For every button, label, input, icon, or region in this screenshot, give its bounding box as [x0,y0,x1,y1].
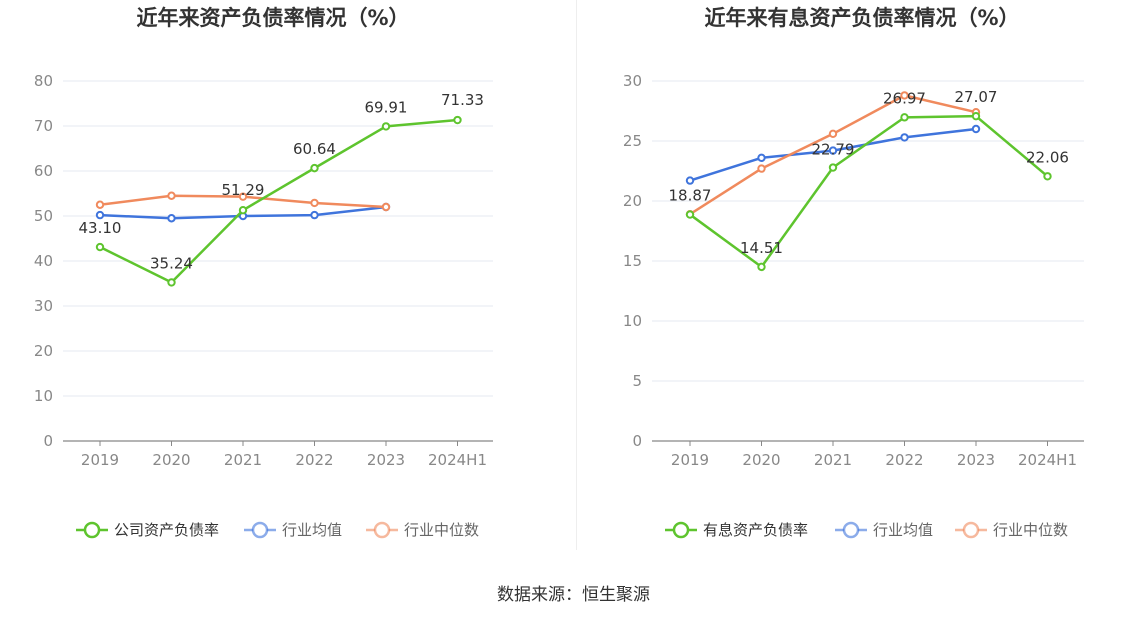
data-point [238,192,248,201]
data-point [971,111,981,121]
data-point [167,278,176,287]
legend-marker [373,521,391,539]
legend-marker [842,521,860,539]
data-point [757,164,766,173]
data-point [238,205,248,215]
data-point [971,124,981,134]
data-label: 22.79 [812,141,855,159]
data-point [828,129,838,139]
data-point [95,210,105,220]
legend-item[interactable]: 行业中位数 [955,521,1068,539]
left-chart-panel: 近年来资产负债率情况（%） 0 10 20 30 40 50 60 70 80 2019 2020 20… [0,0,576,560]
data-point [900,133,909,142]
legend-label: 公司资产负债率 [114,521,219,539]
y-tick-label: 0 [43,432,53,450]
legend-marker [962,521,980,539]
legend-label: 有息资产负债率 [703,521,808,539]
y-tick-label: 80 [34,72,53,90]
x-tick-label: 2020 [152,451,190,469]
data-label: 18.87 [669,187,712,205]
series-line [99,118,458,284]
y-tick-label: 50 [34,207,53,225]
x-tick-label: 2024H1 [1018,451,1077,469]
legend-item[interactable]: 行业均值 [244,521,342,539]
legend-label: 行业均值 [282,521,342,539]
y-tick-label: 40 [34,252,53,270]
data-point [757,153,766,163]
interest-bearing-debt-ratio-chart: 近年来有息资产负债率情况（%） 0 5 10 15 20 25 30 2019 2020 2021 2… [623,6,1084,539]
data-point [381,122,391,131]
data-label: 22.06 [1026,148,1069,166]
data-point [685,210,695,219]
chart-title: 近年来有息资产负债率情况（%） [704,6,1019,30]
data-point [900,113,909,122]
data-label: 14.51 [740,239,783,257]
legend-item[interactable]: 行业均值 [835,521,933,539]
y-tick-label: 60 [34,162,53,180]
debt-ratio-chart: 近年来资产负债率情况（%） 0 10 20 30 40 50 60 70 80 2019 2020 20… [34,6,493,539]
data-label: 71.33 [441,91,484,109]
legend-label: 行业中位数 [404,521,479,539]
x-tick-label: 2023 [957,451,995,469]
y-tick-label: 20 [34,342,53,360]
right-chart-panel: 近年来有息资产负债率情况（%） 0 5 10 15 20 25 30 2019 2020 2021 2… [577,0,1147,560]
y-tick-label: 15 [623,252,642,270]
x-tick-label: 2019 [671,451,709,469]
data-label: 60.64 [293,140,336,158]
legend-marker [83,521,101,539]
data-point [95,242,105,252]
y-tick-label: 30 [623,72,642,90]
legend-item[interactable]: 公司资产负债率 [76,521,219,539]
legend-item[interactable]: 行业中位数 [366,521,479,539]
data-point [685,176,695,185]
y-tick-label: 30 [34,297,53,315]
y-tick-label: 70 [34,117,53,135]
data-point [167,214,176,223]
series-line [689,114,1049,269]
x-tick-label: 2019 [81,451,119,469]
data-label: 35.24 [150,254,193,272]
y-tick-label: 10 [34,387,53,405]
data-point [310,210,319,220]
data-point [828,163,838,172]
data-point [453,115,462,125]
y-tick-label: 25 [623,132,642,150]
data-point [757,262,766,272]
data-point [381,202,391,212]
data-label: 43.10 [79,219,122,237]
data-point [95,200,105,209]
panel-divider [576,0,577,550]
data-point [828,146,838,155]
data-source-note: 数据来源：恒生聚源 [497,585,650,605]
x-tick-label: 2021 [814,451,852,469]
chart-title: 近年来资产负债率情况（%） [136,6,409,30]
legend-marker [672,521,690,539]
legend-label: 行业中位数 [993,521,1068,539]
x-tick-label: 2023 [367,451,405,469]
data-point [310,198,319,208]
data-point [167,191,176,200]
y-tick-label: 0 [632,432,642,450]
x-tick-label: 2024H1 [428,451,487,469]
data-label: 51.29 [222,181,265,199]
legend-label: 行业均值 [873,521,933,539]
legend-item[interactable]: 有息资产负债率 [665,521,808,539]
x-tick-label: 2022 [885,451,923,469]
legend-marker [251,521,269,539]
data-point [310,163,319,173]
data-label: 26.97 [883,89,926,107]
data-point [1043,172,1052,181]
data-point [900,91,909,100]
y-tick-label: 5 [632,372,642,390]
x-tick-label: 2020 [742,451,780,469]
data-label: 69.91 [365,98,408,116]
x-tick-label: 2022 [295,451,333,469]
y-tick-label: 10 [623,312,642,330]
y-tick-label: 20 [623,192,642,210]
x-tick-label: 2021 [224,451,262,469]
data-label: 27.07 [955,88,998,106]
